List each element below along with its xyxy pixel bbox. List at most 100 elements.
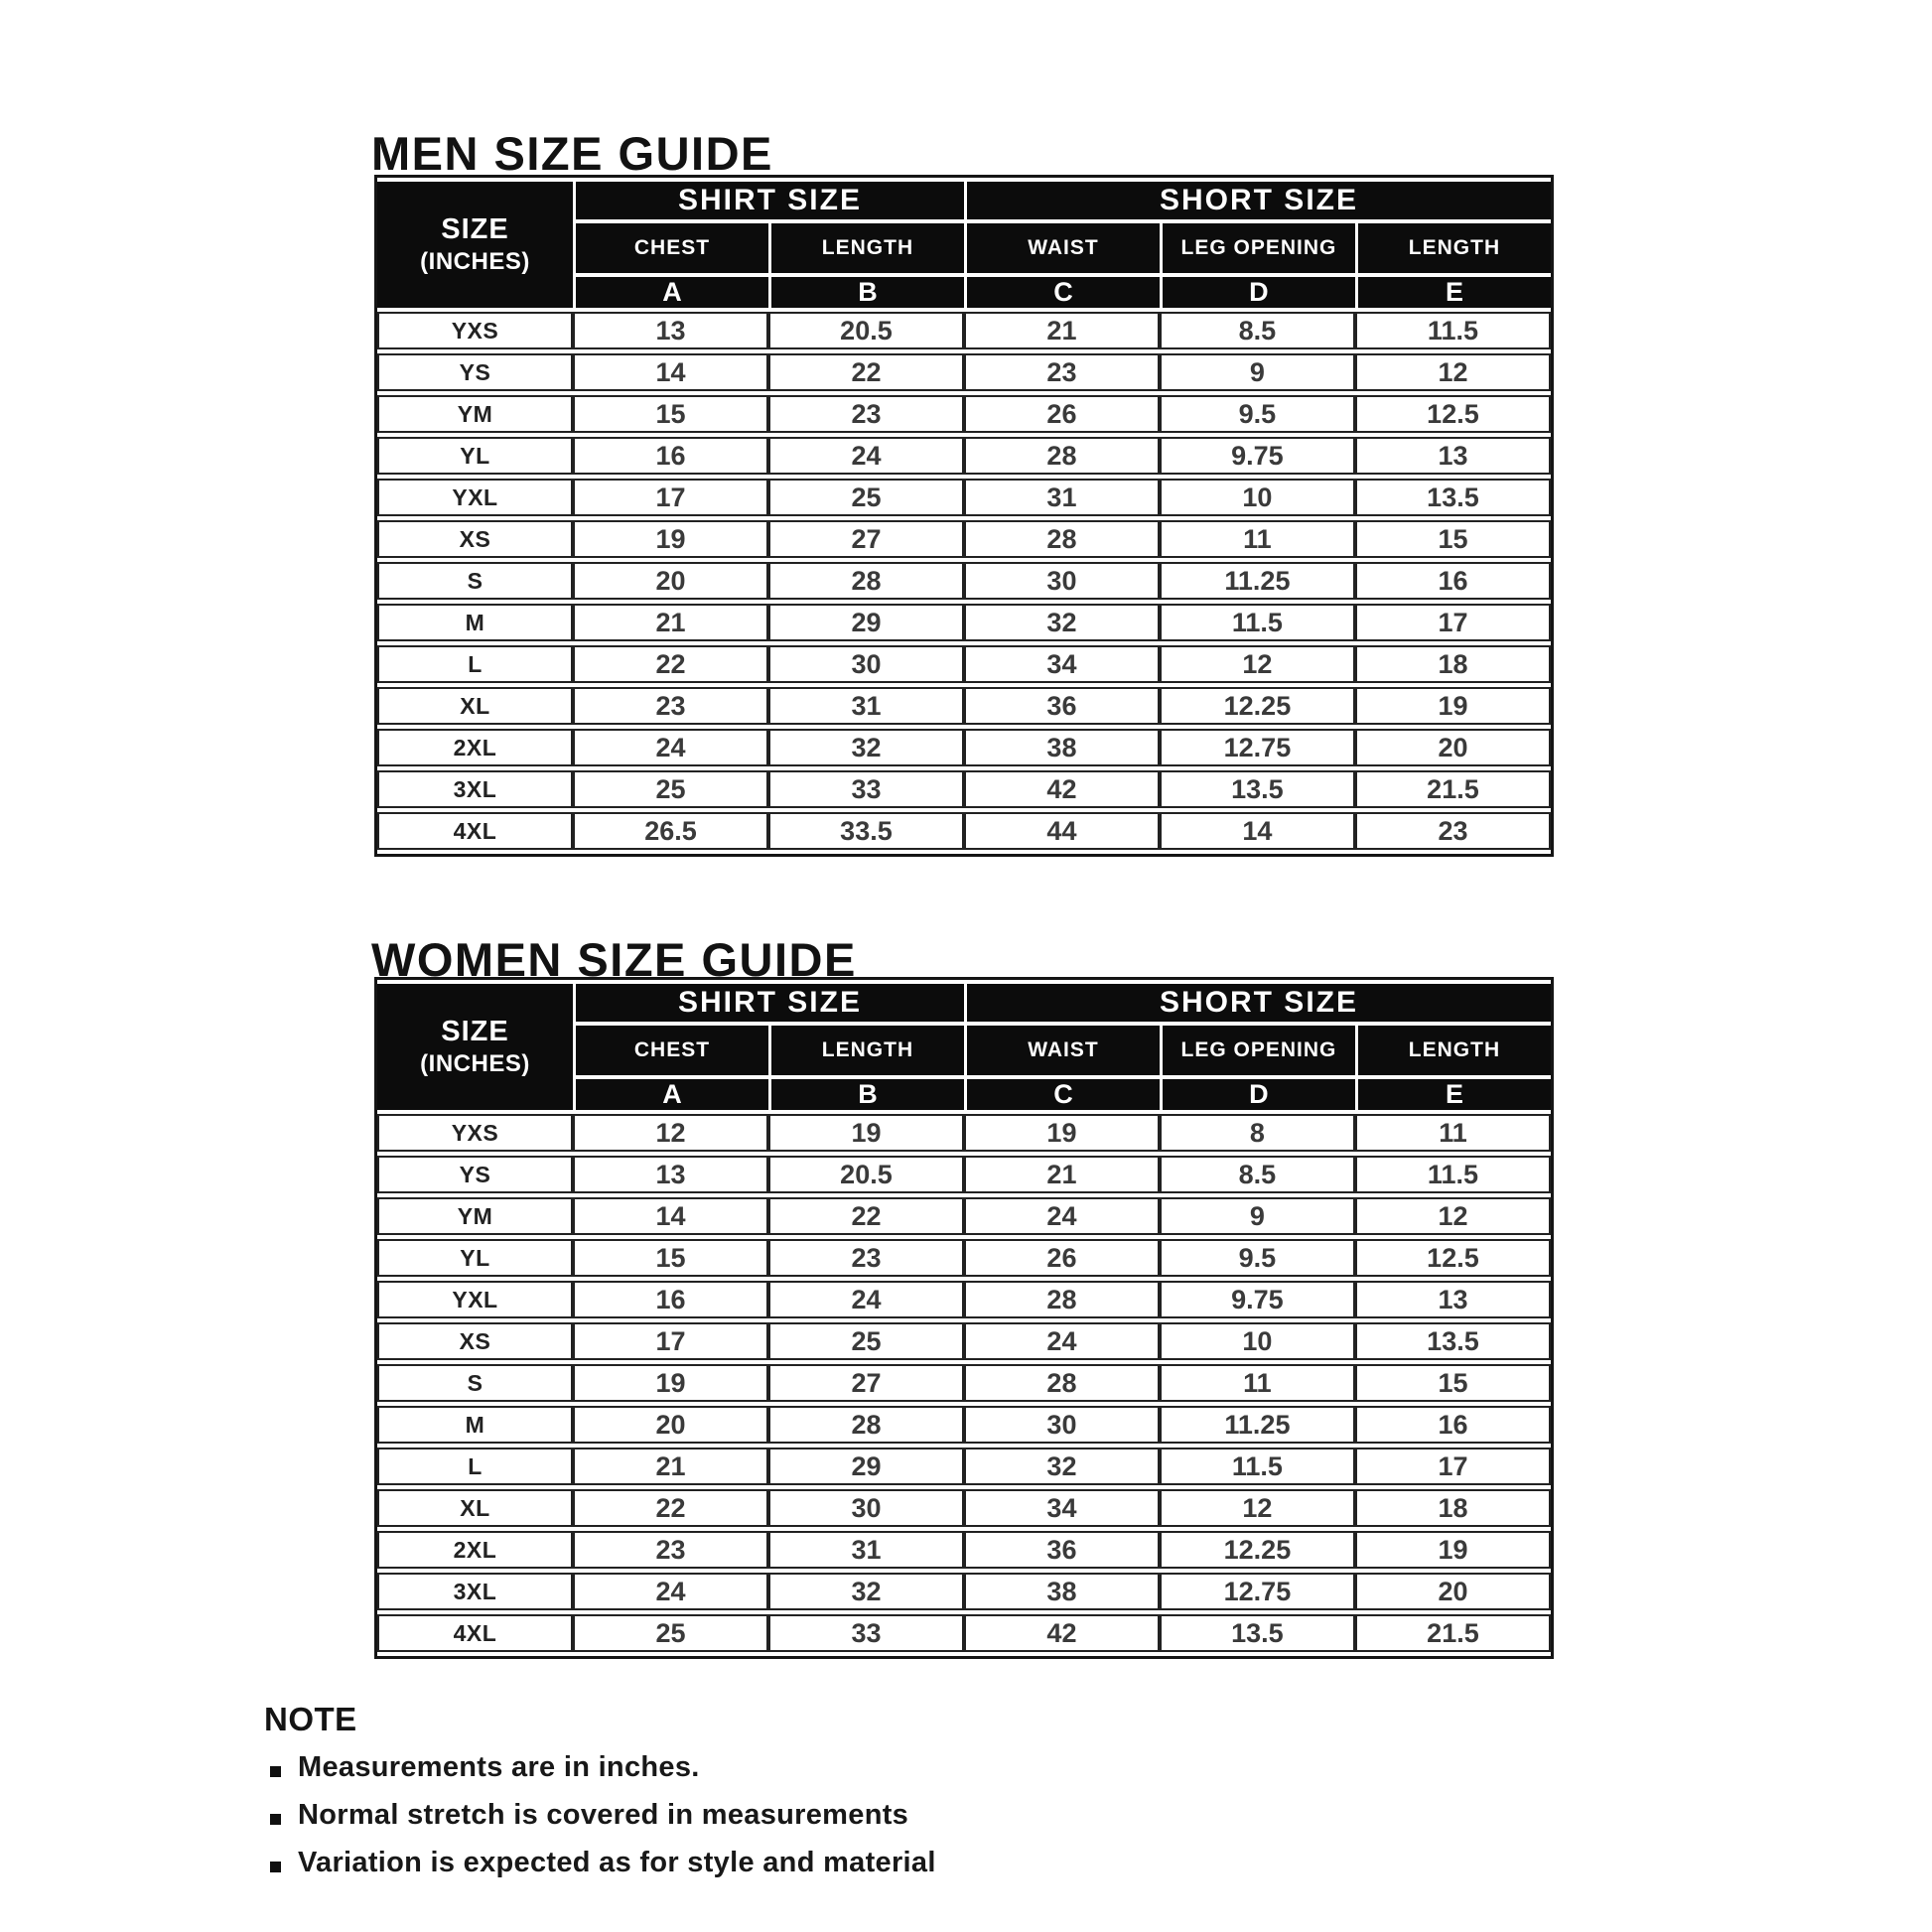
chest-cell: 19: [572, 1364, 768, 1402]
shirt-length-cell: 27: [767, 520, 964, 558]
size-label-cell: YL: [377, 1239, 573, 1277]
size-label-cell: XS: [377, 1322, 573, 1360]
men-table-body: YXS 13 20.5 21 8.5 11.5 YS 14 22 23 9 12…: [377, 312, 1551, 850]
waist-cell: 24: [963, 1322, 1160, 1360]
size-label-cell: 3XL: [377, 1573, 573, 1610]
leg-opening-cell: 9: [1159, 353, 1355, 391]
short-length-cell: 17: [1354, 1448, 1551, 1485]
size-label-cell: YM: [377, 395, 573, 433]
size-label-cell: M: [377, 1406, 573, 1444]
size-label-cell: S: [377, 1364, 573, 1402]
size-inches-corner-header: SIZE (INCHES): [377, 984, 573, 1110]
men-table-header: SIZE (INCHES) SHIRT SIZE SHORT SIZE CHES…: [377, 182, 1551, 308]
shirt-length-cell: 30: [767, 645, 964, 683]
leg-opening-header: LEG OPENING: [1159, 223, 1355, 273]
short-length-cell: 13.5: [1354, 479, 1551, 516]
size-row: S 20 28 30 11.25 16: [377, 562, 1551, 600]
waist-cell: 21: [963, 312, 1160, 349]
note-item-text: Measurements are in inches.: [298, 1750, 700, 1783]
size-label-cell: YXS: [377, 312, 573, 349]
shirt-size-group-header: SHIRT SIZE: [572, 984, 964, 1022]
group-header-row: SIZE (INCHES) SHIRT SIZE SHORT SIZE: [377, 984, 1551, 1110]
short-length-header: LENGTH: [1354, 1026, 1551, 1075]
size-row: YS 13 20.5 21 8.5 11.5: [377, 1156, 1551, 1193]
chest-cell: 17: [572, 479, 768, 516]
size-label-cell: YS: [377, 1156, 573, 1193]
note-list: Measurements are in inches. Normal stret…: [270, 1743, 936, 1886]
letter-c-header: C: [963, 1079, 1160, 1110]
leg-opening-cell: 12: [1159, 645, 1355, 683]
short-length-cell: 23: [1354, 812, 1551, 850]
size-label-cell: YXL: [377, 479, 573, 516]
size-label-cell: M: [377, 604, 573, 641]
chest-cell: 23: [572, 687, 768, 725]
chest-cell: 14: [572, 353, 768, 391]
short-length-cell: 16: [1354, 1406, 1551, 1444]
waist-cell: 23: [963, 353, 1160, 391]
inches-header-label: (INCHES): [420, 248, 530, 275]
size-label-cell: 2XL: [377, 1531, 573, 1569]
chest-cell: 16: [572, 1281, 768, 1318]
short-length-cell: 11.5: [1354, 1156, 1551, 1193]
waist-cell: 42: [963, 1614, 1160, 1652]
shirt-length-header: LENGTH: [767, 1026, 964, 1075]
measure-header-row: CHEST LENGTH WAIST LEG OPENING LENGTH: [377, 1026, 1551, 1075]
size-row: L 22 30 34 12 18: [377, 645, 1551, 683]
chest-cell: 20: [572, 1406, 768, 1444]
letter-header-row: A B C D E: [377, 277, 1551, 308]
shirt-length-cell: 28: [767, 1406, 964, 1444]
short-length-cell: 20: [1354, 1573, 1551, 1610]
short-length-cell: 13.5: [1354, 1322, 1551, 1360]
note-item-text: Normal stretch is covered in measurement…: [298, 1798, 909, 1831]
leg-opening-cell: 11.25: [1159, 1406, 1355, 1444]
letter-header-row: A B C D E: [377, 1079, 1551, 1110]
short-length-cell: 11: [1354, 1114, 1551, 1152]
short-length-cell: 20: [1354, 729, 1551, 766]
short-length-cell: 18: [1354, 1489, 1551, 1527]
waist-cell: 28: [963, 437, 1160, 475]
women-table-header: SIZE (INCHES) SHIRT SIZE SHORT SIZE CHES…: [377, 984, 1551, 1110]
short-length-cell: 12: [1354, 353, 1551, 391]
leg-opening-cell: 9: [1159, 1197, 1355, 1235]
size-row: YL 16 24 28 9.75 13: [377, 437, 1551, 475]
men-size-guide-title: MEN SIZE GUIDE: [371, 127, 773, 181]
note-item: Variation is expected as for style and m…: [270, 1839, 936, 1886]
short-length-cell: 19: [1354, 1531, 1551, 1569]
inches-header-label: (INCHES): [420, 1050, 530, 1077]
leg-opening-cell: 12.75: [1159, 729, 1355, 766]
chest-cell: 13: [572, 1156, 768, 1193]
shirt-length-cell: 24: [767, 437, 964, 475]
size-row: L 21 29 32 11.5 17: [377, 1448, 1551, 1485]
note-title: NOTE: [264, 1701, 357, 1738]
size-label-cell: S: [377, 562, 573, 600]
chest-cell: 25: [572, 1614, 768, 1652]
shirt-length-cell: 24: [767, 1281, 964, 1318]
size-label-cell: XL: [377, 1489, 573, 1527]
shirt-length-cell: 32: [767, 729, 964, 766]
shirt-length-cell: 29: [767, 604, 964, 641]
shirt-length-cell: 22: [767, 1197, 964, 1235]
chest-cell: 21: [572, 1448, 768, 1485]
waist-cell: 28: [963, 520, 1160, 558]
letter-d-header: D: [1159, 1079, 1355, 1110]
waist-cell: 32: [963, 604, 1160, 641]
chest-cell: 20: [572, 562, 768, 600]
leg-opening-cell: 11.25: [1159, 562, 1355, 600]
size-row: XL 23 31 36 12.25 19: [377, 687, 1551, 725]
shirt-length-cell: 20.5: [767, 312, 964, 349]
size-label-cell: YXL: [377, 1281, 573, 1318]
waist-cell: 21: [963, 1156, 1160, 1193]
size-row: YXL 16 24 28 9.75 13: [377, 1281, 1551, 1318]
shirt-length-cell: 22: [767, 353, 964, 391]
leg-opening-cell: 9.5: [1159, 1239, 1355, 1277]
waist-cell: 26: [963, 395, 1160, 433]
short-length-cell: 16: [1354, 562, 1551, 600]
shirt-length-cell: 28: [767, 562, 964, 600]
short-length-cell: 15: [1354, 520, 1551, 558]
shirt-length-cell: 23: [767, 1239, 964, 1277]
short-length-cell: 11.5: [1354, 312, 1551, 349]
size-label-cell: 2XL: [377, 729, 573, 766]
chest-cell: 21: [572, 604, 768, 641]
shirt-length-cell: 31: [767, 1531, 964, 1569]
leg-opening-cell: 12: [1159, 1489, 1355, 1527]
